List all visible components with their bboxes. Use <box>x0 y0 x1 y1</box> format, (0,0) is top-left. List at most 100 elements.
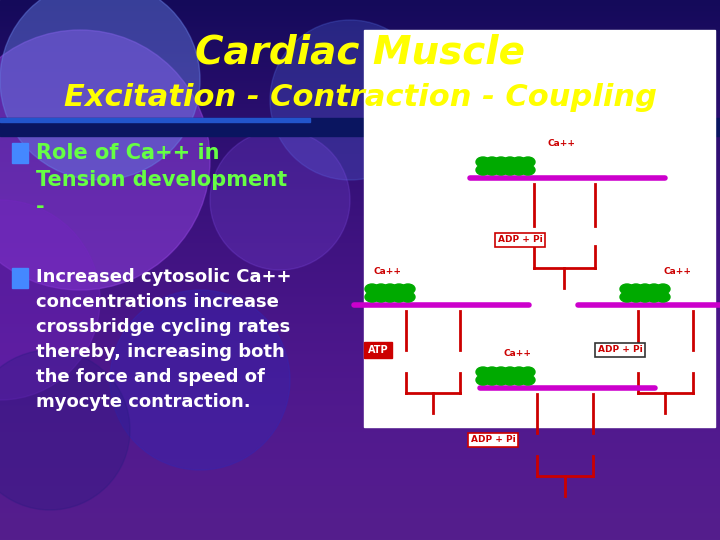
Bar <box>0 298 720 299</box>
Bar <box>0 391 720 392</box>
Bar <box>0 79 720 80</box>
Bar <box>0 217 720 218</box>
Bar <box>0 136 720 137</box>
Bar <box>0 295 720 296</box>
Bar <box>0 2 720 3</box>
Bar <box>0 296 720 297</box>
Bar <box>0 160 720 161</box>
Ellipse shape <box>401 284 415 294</box>
Bar <box>0 123 720 124</box>
Bar <box>0 71 720 72</box>
Bar <box>0 257 720 258</box>
Bar <box>0 445 720 446</box>
Bar <box>0 380 720 381</box>
Bar <box>0 469 720 470</box>
Bar <box>0 170 720 171</box>
Ellipse shape <box>383 292 397 302</box>
Bar <box>0 167 720 168</box>
Bar <box>0 503 720 504</box>
Ellipse shape <box>656 292 670 302</box>
Bar <box>0 473 720 474</box>
Bar <box>0 372 720 373</box>
Bar <box>0 506 720 507</box>
Bar <box>0 206 720 207</box>
Bar <box>0 411 720 412</box>
Bar <box>0 146 720 147</box>
Text: ADP + Pi: ADP + Pi <box>598 346 642 354</box>
Bar <box>0 18 720 19</box>
Text: Ca++: Ca++ <box>663 267 691 275</box>
Bar <box>0 293 720 294</box>
Bar <box>0 178 720 179</box>
Bar <box>0 287 720 288</box>
Bar <box>0 162 720 163</box>
Ellipse shape <box>647 292 661 302</box>
Bar <box>0 221 720 222</box>
Bar <box>0 487 720 488</box>
Bar <box>0 52 720 53</box>
Bar <box>0 223 720 224</box>
Ellipse shape <box>494 375 508 385</box>
Bar <box>0 331 720 332</box>
Bar <box>0 356 720 357</box>
Bar <box>0 347 720 348</box>
Ellipse shape <box>476 375 490 385</box>
Bar <box>0 328 720 329</box>
Ellipse shape <box>512 367 526 377</box>
Bar <box>0 171 720 172</box>
Bar <box>0 517 720 518</box>
Bar <box>0 302 720 303</box>
Text: Cardiac Muscle: Cardiac Muscle <box>195 33 525 71</box>
Bar <box>0 291 720 292</box>
Bar <box>0 315 720 316</box>
Bar <box>0 260 720 261</box>
Bar <box>0 320 720 321</box>
Bar <box>0 268 720 269</box>
Bar <box>0 370 720 371</box>
Bar <box>0 11 720 12</box>
Bar <box>0 276 720 277</box>
Bar <box>0 312 720 313</box>
Bar <box>0 527 720 528</box>
Bar <box>0 204 720 205</box>
Bar <box>0 143 720 144</box>
Ellipse shape <box>365 284 379 294</box>
Bar <box>0 193 720 194</box>
Bar <box>0 431 720 432</box>
Bar <box>0 189 720 190</box>
Bar <box>0 474 720 475</box>
Bar <box>0 135 720 136</box>
Bar <box>0 191 720 192</box>
Bar <box>0 85 720 86</box>
Bar <box>0 77 720 78</box>
Bar <box>0 105 720 106</box>
Bar <box>0 538 720 539</box>
Bar <box>0 100 720 101</box>
Bar <box>0 240 720 241</box>
Bar <box>0 98 720 99</box>
Ellipse shape <box>401 292 415 302</box>
Bar <box>0 113 720 114</box>
Bar <box>0 414 720 415</box>
Bar <box>0 263 720 264</box>
Bar <box>0 90 720 91</box>
Bar <box>0 137 720 138</box>
Ellipse shape <box>638 292 652 302</box>
Bar <box>0 53 720 54</box>
Bar <box>0 227 720 228</box>
Bar <box>0 241 720 242</box>
Bar <box>0 149 720 150</box>
Bar <box>0 435 720 436</box>
Bar <box>0 321 720 322</box>
Bar <box>0 32 720 33</box>
Bar <box>0 200 720 201</box>
Bar <box>0 344 720 345</box>
Bar <box>0 34 720 35</box>
Bar <box>0 301 720 302</box>
Bar <box>0 388 720 389</box>
Bar <box>0 48 720 49</box>
Bar <box>0 534 720 535</box>
Bar <box>0 420 720 421</box>
Bar <box>0 131 720 132</box>
Bar <box>0 174 720 175</box>
